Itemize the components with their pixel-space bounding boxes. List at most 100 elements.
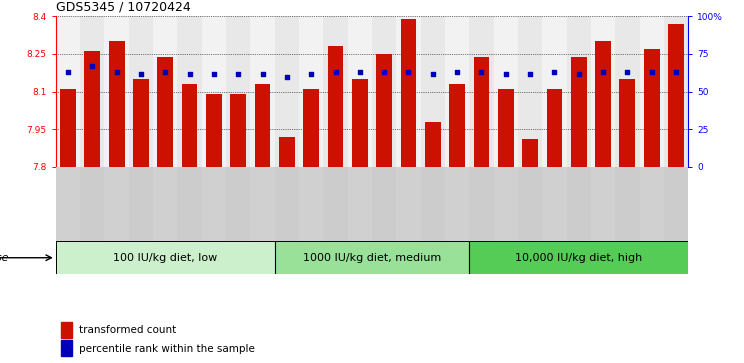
Bar [445, 16, 469, 167]
Point [403, 69, 414, 75]
Bar [109, 41, 124, 167]
Bar [133, 79, 149, 167]
Bar [61, 340, 72, 356]
Bar [397, 16, 420, 167]
Bar [376, 54, 392, 167]
Bar [498, 89, 513, 167]
Text: 10,000 IU/kg diet, high: 10,000 IU/kg diet, high [515, 253, 642, 263]
Bar [571, 57, 587, 167]
Bar [177, 16, 202, 167]
Bar [420, 16, 445, 167]
Point [135, 71, 147, 77]
Bar [397, 167, 420, 241]
Bar [518, 167, 542, 241]
Bar [226, 16, 251, 167]
Bar [299, 16, 324, 167]
Point [597, 69, 609, 75]
Bar [591, 16, 615, 167]
Text: 1000 IU/kg diet, medium: 1000 IU/kg diet, medium [303, 253, 441, 263]
Bar [640, 16, 664, 167]
Bar [469, 16, 493, 167]
Point [573, 71, 585, 77]
Bar [251, 167, 275, 241]
Point [159, 69, 171, 75]
Point [281, 74, 293, 79]
Bar [372, 16, 397, 167]
Bar [157, 57, 173, 167]
Bar [425, 122, 440, 167]
Bar [275, 167, 299, 241]
Point [525, 71, 536, 77]
Bar [129, 167, 153, 241]
Bar [493, 167, 518, 241]
Bar [80, 16, 104, 167]
Point [330, 69, 341, 75]
Bar [493, 16, 518, 167]
Bar [129, 16, 153, 167]
Text: percentile rank within the sample: percentile rank within the sample [79, 343, 254, 354]
Bar [56, 241, 275, 274]
Bar [668, 24, 684, 167]
Bar [304, 89, 319, 167]
Bar [84, 52, 100, 167]
Bar [182, 84, 197, 167]
Bar [400, 19, 417, 167]
Bar [469, 241, 688, 274]
Bar [231, 94, 246, 167]
Point [427, 71, 439, 77]
Point [354, 69, 366, 75]
Point [451, 69, 463, 75]
Bar [664, 167, 688, 241]
Bar [80, 167, 104, 241]
Bar [372, 167, 397, 241]
Bar [542, 16, 567, 167]
Text: transformed count: transformed count [79, 325, 176, 335]
Bar [640, 167, 664, 241]
Bar [591, 167, 615, 241]
Bar [469, 167, 493, 241]
Text: dose: dose [0, 253, 9, 263]
Text: 100 IU/kg diet, low: 100 IU/kg diet, low [113, 253, 217, 263]
Point [305, 71, 317, 77]
Point [208, 71, 220, 77]
Bar [327, 46, 344, 167]
Point [184, 71, 196, 77]
Bar [275, 16, 299, 167]
Bar [522, 139, 538, 167]
Bar [567, 16, 591, 167]
Bar [644, 49, 660, 167]
Bar [615, 167, 640, 241]
Bar [542, 167, 567, 241]
Point [86, 63, 98, 69]
Text: GDS5345 / 10720424: GDS5345 / 10720424 [56, 1, 190, 14]
Bar [206, 94, 222, 167]
Point [475, 69, 487, 75]
Point [62, 69, 74, 75]
Bar [226, 167, 251, 241]
Bar [445, 167, 469, 241]
Bar [547, 89, 562, 167]
Bar [56, 167, 80, 241]
Bar [254, 84, 271, 167]
Bar [347, 16, 372, 167]
Bar [473, 57, 490, 167]
Bar [352, 79, 368, 167]
Bar [518, 16, 542, 167]
Bar [153, 167, 177, 241]
Point [670, 69, 682, 75]
Bar [56, 16, 80, 167]
Point [232, 71, 244, 77]
Point [500, 71, 512, 77]
Point [646, 69, 658, 75]
Bar [347, 167, 372, 241]
Bar [324, 167, 347, 241]
Bar [595, 41, 611, 167]
Bar [153, 16, 177, 167]
Bar [449, 84, 465, 167]
Bar [177, 167, 202, 241]
Bar [202, 167, 226, 241]
Point [378, 69, 390, 75]
Point [111, 69, 123, 75]
Point [621, 69, 633, 75]
Point [548, 69, 560, 75]
